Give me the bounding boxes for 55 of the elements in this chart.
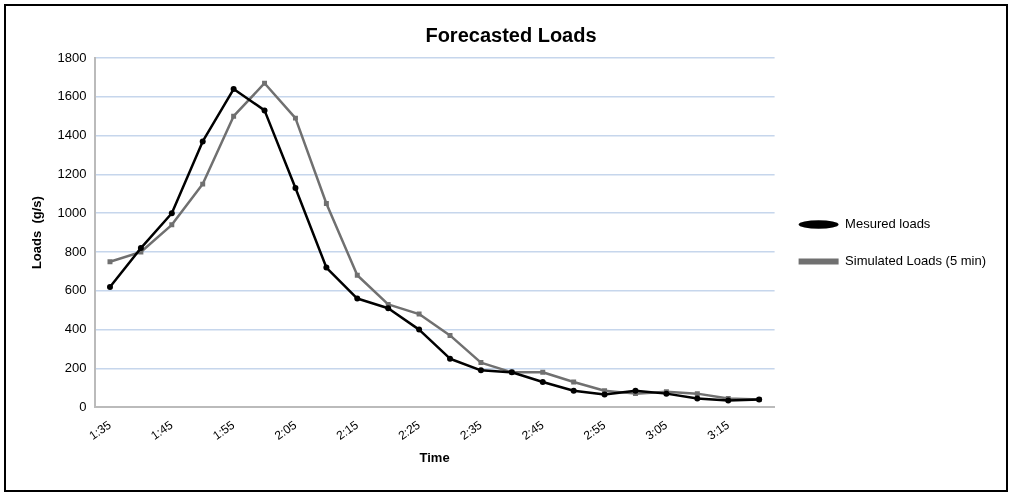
point <box>169 222 175 228</box>
y-tick-label: 1400 <box>57 127 87 143</box>
legend-label: Mesured loads <box>845 216 931 232</box>
point <box>601 391 608 398</box>
point <box>540 369 546 375</box>
y-tick-label: 200 <box>64 359 87 375</box>
point <box>230 86 237 93</box>
y-tick-label: 1800 <box>57 49 87 65</box>
y-axis-title: Loads (g/s) <box>29 196 45 270</box>
point <box>694 391 700 397</box>
point <box>292 115 298 121</box>
y-tick-label: 1600 <box>57 88 87 104</box>
x-tick-label: 2:55 <box>581 417 609 443</box>
point <box>199 138 206 145</box>
point <box>168 210 175 217</box>
point <box>478 360 484 366</box>
point <box>323 264 330 271</box>
point <box>447 355 454 362</box>
point <box>106 283 113 290</box>
x-tick-label: 1:35 <box>86 417 114 443</box>
x-tick-label: 2:15 <box>333 417 362 443</box>
point <box>477 367 484 374</box>
legend-label: Simulated Loads (5 min) <box>845 253 987 269</box>
point <box>570 387 577 394</box>
point <box>539 378 546 385</box>
y-tick-label: 600 <box>64 282 87 298</box>
x-tick-label: 1:55 <box>210 417 238 443</box>
y-tick-label: 0 <box>79 398 87 414</box>
y-tick-label: 800 <box>64 243 87 259</box>
y-tick-label: 1200 <box>57 165 87 181</box>
x-tick-label: 1:45 <box>148 417 176 443</box>
x-tick-label: 2:35 <box>457 417 485 443</box>
x-tick-label: 2:25 <box>395 417 423 443</box>
point <box>292 184 299 191</box>
point <box>694 395 701 402</box>
point <box>354 295 361 302</box>
y-tick-label: 1000 <box>57 204 87 220</box>
point <box>632 387 639 394</box>
x-axis-title: Time <box>419 449 450 465</box>
point <box>262 80 268 86</box>
x-tick-label: 3:05 <box>642 417 671 443</box>
point <box>416 326 423 333</box>
point <box>354 272 360 278</box>
point <box>416 311 422 317</box>
point <box>385 305 392 312</box>
point <box>261 107 268 114</box>
x-tick-label: 2:05 <box>271 417 300 443</box>
y-tick-label: 400 <box>64 321 87 337</box>
point <box>323 201 329 206</box>
point <box>137 245 144 252</box>
x-tick-label: 3:15 <box>704 417 733 443</box>
x-tick-label: 2:45 <box>519 417 547 443</box>
chart-title: Forecasted Loads <box>425 23 597 46</box>
point <box>200 181 206 187</box>
point <box>231 113 237 119</box>
